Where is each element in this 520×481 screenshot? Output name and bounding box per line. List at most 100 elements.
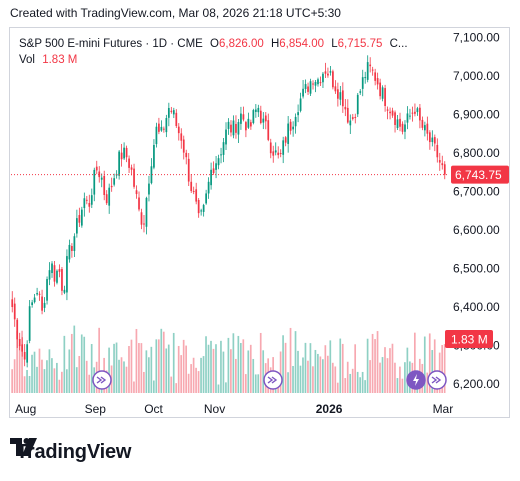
candle-body[interactable]: [235, 123, 237, 133]
candle-body[interactable]: [150, 166, 153, 184]
candle-body[interactable]: [294, 116, 297, 127]
candle-body[interactable]: [319, 82, 322, 84]
candle-body[interactable]: [379, 82, 381, 97]
candle-body[interactable]: [264, 115, 267, 122]
candlestick-chart[interactable]: 7,100.00 7,000.00 6,900.00 6,800.00 6,700.00…: [10, 28, 510, 418]
candle-body[interactable]: [366, 62, 369, 80]
candle-body[interactable]: [18, 338, 21, 347]
candle-body[interactable]: [93, 169, 96, 195]
candle-body[interactable]: [56, 270, 58, 283]
candle-body[interactable]: [359, 91, 362, 93]
candle-body[interactable]: [61, 269, 63, 291]
candle-body[interactable]: [23, 352, 26, 360]
candle-body[interactable]: [381, 87, 384, 99]
candle-body[interactable]: [274, 150, 277, 153]
candle-body[interactable]: [31, 302, 33, 306]
candle-body[interactable]: [222, 142, 225, 155]
candle-body[interactable]: [33, 297, 36, 303]
candle-body[interactable]: [58, 269, 61, 272]
candle-body[interactable]: [215, 163, 217, 170]
candle-body[interactable]: [80, 209, 83, 226]
candle-body[interactable]: [394, 112, 396, 125]
candle-body[interactable]: [329, 71, 332, 73]
candle-body[interactable]: [361, 77, 364, 89]
candle-body[interactable]: [78, 215, 81, 223]
candle-body[interactable]: [180, 133, 183, 141]
candle-body[interactable]: [242, 114, 245, 120]
candle-body[interactable]: [177, 126, 180, 134]
candle-body[interactable]: [279, 153, 282, 155]
candle-body[interactable]: [428, 132, 431, 143]
candle-body[interactable]: [123, 147, 125, 159]
candle-body[interactable]: [95, 166, 98, 171]
candle-body[interactable]: [138, 197, 140, 210]
candle-body[interactable]: [284, 137, 287, 143]
candle-body[interactable]: [426, 123, 429, 134]
candle-body[interactable]: [436, 144, 439, 158]
candle-body[interactable]: [309, 81, 312, 94]
candle-body[interactable]: [85, 199, 88, 201]
candle-body[interactable]: [414, 111, 416, 114]
candle-body[interactable]: [220, 154, 222, 156]
candle-body[interactable]: [247, 118, 250, 128]
candle-body[interactable]: [391, 110, 394, 116]
candle-body[interactable]: [108, 187, 111, 206]
candle-body[interactable]: [26, 344, 29, 363]
candle-body[interactable]: [83, 198, 86, 209]
candle-body[interactable]: [416, 108, 419, 113]
candle-body[interactable]: [424, 125, 426, 131]
candle-body[interactable]: [195, 189, 198, 202]
candle-body[interactable]: [304, 84, 307, 90]
candle-body[interactable]: [250, 122, 252, 127]
candle-body[interactable]: [257, 107, 260, 113]
candle-body[interactable]: [277, 152, 280, 156]
candle-body[interactable]: [170, 110, 173, 112]
candle-body[interactable]: [332, 71, 334, 88]
candle-body[interactable]: [245, 122, 247, 131]
candle-body[interactable]: [68, 244, 71, 260]
candle-body[interactable]: [118, 151, 120, 176]
candle-body[interactable]: [155, 126, 158, 145]
candle-body[interactable]: [411, 112, 414, 114]
candle-body[interactable]: [38, 293, 41, 295]
candle-body[interactable]: [197, 199, 200, 214]
candle-body[interactable]: [182, 139, 185, 153]
chart-panel[interactable]: 7,100.00 7,000.00 6,900.00 6,800.00 6,700.00…: [9, 27, 510, 418]
candle-body[interactable]: [349, 120, 352, 126]
candle-body[interactable]: [36, 293, 38, 295]
candle-body[interactable]: [254, 109, 257, 112]
candle-body[interactable]: [401, 123, 404, 132]
candle-body[interactable]: [145, 197, 148, 227]
candle-body[interactable]: [120, 152, 123, 160]
candle-body[interactable]: [441, 163, 444, 166]
candle-body[interactable]: [143, 223, 145, 225]
candle-body[interactable]: [396, 119, 399, 128]
candle-body[interactable]: [110, 185, 113, 188]
candle-body[interactable]: [297, 112, 299, 116]
candle-body[interactable]: [113, 178, 116, 185]
candle-body[interactable]: [163, 128, 165, 130]
candle-body[interactable]: [406, 113, 409, 123]
candle-body[interactable]: [327, 73, 329, 76]
candle-body[interactable]: [269, 142, 272, 154]
candle-body[interactable]: [212, 168, 215, 174]
candle-body[interactable]: [438, 160, 441, 163]
tradingview-logo[interactable]: TradingView: [10, 438, 131, 466]
candle-body[interactable]: [41, 296, 43, 311]
candle-body[interactable]: [185, 152, 188, 158]
candle-body[interactable]: [237, 122, 240, 135]
candle-body[interactable]: [172, 110, 175, 115]
candle-body[interactable]: [100, 177, 103, 180]
candle-body[interactable]: [160, 126, 163, 131]
candle-body[interactable]: [53, 265, 56, 282]
candle-body[interactable]: [200, 210, 203, 212]
candle-body[interactable]: [292, 126, 294, 130]
candle-body[interactable]: [202, 204, 205, 212]
candle-body[interactable]: [267, 120, 270, 140]
candle-body[interactable]: [262, 118, 265, 123]
candle-body[interactable]: [354, 116, 357, 118]
candle-body[interactable]: [63, 289, 66, 293]
candle-body[interactable]: [210, 169, 212, 186]
candle-body[interactable]: [90, 195, 93, 205]
candle-body[interactable]: [48, 270, 51, 280]
